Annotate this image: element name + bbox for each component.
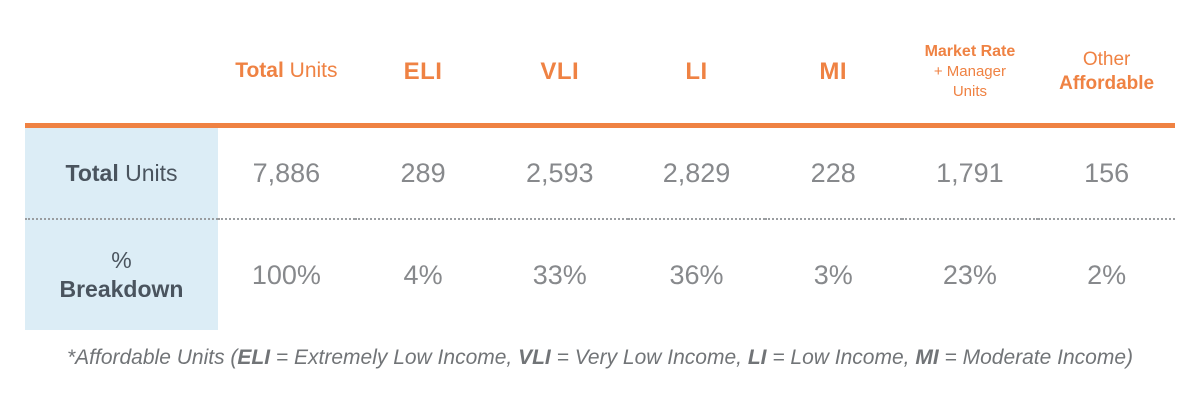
footnote-abbr-li: LI xyxy=(747,346,767,369)
footnote-segment: = Very Low Income, xyxy=(550,346,748,369)
market-rate-line1: Market Rate xyxy=(924,42,1016,60)
header-corner-cell xyxy=(25,20,218,128)
breakdown-value-mi: 3% xyxy=(764,218,902,330)
market-rate-line2: + Manager xyxy=(933,63,1006,81)
footnote-abbr-mi: MI xyxy=(915,346,939,369)
column-header-total-units-rest: Units xyxy=(283,59,338,83)
column-header-other-affordable: Other Affordable xyxy=(1038,20,1175,128)
percent-breakdown-line1: % xyxy=(111,247,132,274)
column-header-total-units: Total Units xyxy=(218,20,355,128)
other-affordable-line1: Other xyxy=(1082,48,1131,70)
row-label-total-units-rest: Units xyxy=(118,159,178,186)
footnote-segment: = Low Income, xyxy=(766,346,916,369)
column-header-li: LI xyxy=(628,20,765,128)
total-units-value-li: 2,829 xyxy=(662,157,731,188)
column-header-mi: MI xyxy=(764,20,902,128)
total-units-value-total: 7,886 xyxy=(252,157,321,188)
total-units-value-eli: 289 xyxy=(400,157,446,188)
total-units-value-vli: 2,593 xyxy=(525,157,594,188)
other-affordable-line2: Affordable xyxy=(1059,72,1155,94)
total-units-value-market-rate: 1,791 xyxy=(936,157,1004,188)
breakdown-value-eli: 4% xyxy=(354,218,492,330)
footnote: *Affordable Units (ELI = Extremely Low I… xyxy=(25,346,1175,370)
breakdown-value-market-rate: 23% xyxy=(901,218,1039,330)
column-header-market-rate: Market Rate + Manager Units xyxy=(901,20,1039,128)
footnote-segment: = Extremely Low Income, xyxy=(270,346,519,369)
row-label-total-units-bold: Total xyxy=(65,159,119,186)
footnote-segment: *Affordable Units ( xyxy=(66,346,238,369)
row-label-percent-breakdown: % Breakdown xyxy=(25,218,218,330)
footnote-abbr-vli: VLI xyxy=(518,346,551,369)
breakdown-value-vli: 33% xyxy=(491,218,629,330)
footnote-abbr-eli: ELI xyxy=(237,346,271,369)
breakdown-value-total: 100% xyxy=(218,218,355,330)
column-header-total-units-bold: Total xyxy=(235,59,284,83)
total-units-value-mi: 228 xyxy=(810,157,856,188)
column-header-vli: VLI xyxy=(491,20,629,128)
breakdown-value-li: 36% xyxy=(628,218,765,330)
row-label-total-units: Total Units xyxy=(25,128,218,218)
footnote-segment: = Moderate Income) xyxy=(938,346,1133,369)
units-table: Total Units ELI VLI LI MI Market Rate + … xyxy=(25,0,1175,330)
total-units-value-other-affordable: 156 xyxy=(1084,157,1130,188)
column-header-eli: ELI xyxy=(354,20,492,128)
percent-breakdown-line2: Breakdown xyxy=(59,276,184,302)
market-rate-line3: Units xyxy=(952,82,988,100)
breakdown-value-other-affordable: 2% xyxy=(1038,218,1175,330)
